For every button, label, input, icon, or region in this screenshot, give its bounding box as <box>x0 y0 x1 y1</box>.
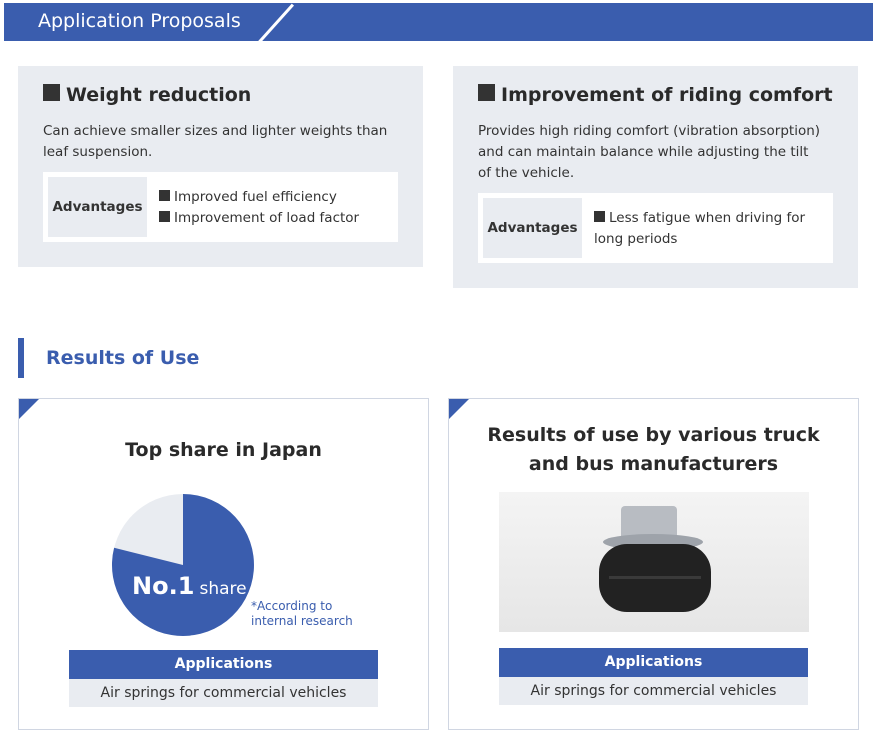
advantage-text: Less fatigue when driving for long perio… <box>594 210 806 247</box>
advantages-label: Advantages <box>48 177 147 237</box>
applications-header: Applications <box>499 648 808 677</box>
proposal-title: Weight reduction <box>43 84 251 106</box>
rank-text: No.1 <box>132 572 195 600</box>
square-bullet-icon <box>478 84 495 101</box>
applications-value: Air springs for commercial vehicles <box>69 679 378 707</box>
advantages-box: Advantages Improved fuel efficiency Impr… <box>43 172 398 242</box>
section-header: Application Proposals <box>4 3 873 41</box>
share-pie-chart <box>111 494 254 636</box>
header-slash-decoration <box>256 3 295 41</box>
advantage-text: Improvement of load factor <box>174 210 360 226</box>
air-spring-image <box>499 492 809 632</box>
advantages-label: Advantages <box>483 198 582 258</box>
proposal-description: Provides high riding comfort (vibration … <box>478 123 821 181</box>
proposal-card-weight: Weight reduction Can achieve smaller siz… <box>18 66 423 267</box>
results-heading: Results of Use <box>18 338 199 378</box>
share-card: Top share in Japan No.1 share *According… <box>18 398 429 730</box>
proposal-title: Improvement of riding comfort <box>478 84 833 106</box>
advantage-text: Improved fuel efficiency <box>174 189 337 205</box>
proposal-card-comfort: Improvement of riding comfort Provides h… <box>453 66 858 288</box>
section-title: Application Proposals <box>38 10 241 32</box>
proposal-description: Can achieve smaller sizes and lighter we… <box>43 123 388 160</box>
square-bullet-icon <box>43 84 60 101</box>
share-title: Top share in Japan <box>125 439 322 461</box>
advantage-item: Improvement of load factor <box>159 208 359 229</box>
advantage-item: Improved fuel efficiency <box>159 187 359 208</box>
manufacturers-title: Results of use by various truck and bus … <box>487 424 820 475</box>
proposal-title-text: Weight reduction <box>66 84 252 106</box>
manufacturers-card: Results of use by various truck and bus … <box>448 398 859 730</box>
advantage-item: Less fatigue when driving for long perio… <box>594 208 814 250</box>
share-rank: No.1 share <box>132 572 247 600</box>
research-note: *According to internal research <box>251 599 353 628</box>
rank-suffix: share <box>199 579 247 599</box>
square-bullet-icon <box>159 190 170 201</box>
pie-share-slice <box>111 494 254 636</box>
advantages-box: Advantages Less fatigue when driving for… <box>478 193 833 263</box>
corner-decoration <box>19 399 39 419</box>
applications-value: Air springs for commercial vehicles <box>499 677 808 705</box>
square-bullet-icon <box>594 211 605 222</box>
applications-header: Applications <box>69 650 378 679</box>
square-bullet-icon <box>159 211 170 222</box>
corner-decoration <box>449 399 469 419</box>
proposal-title-text: Improvement of riding comfort <box>501 84 833 106</box>
